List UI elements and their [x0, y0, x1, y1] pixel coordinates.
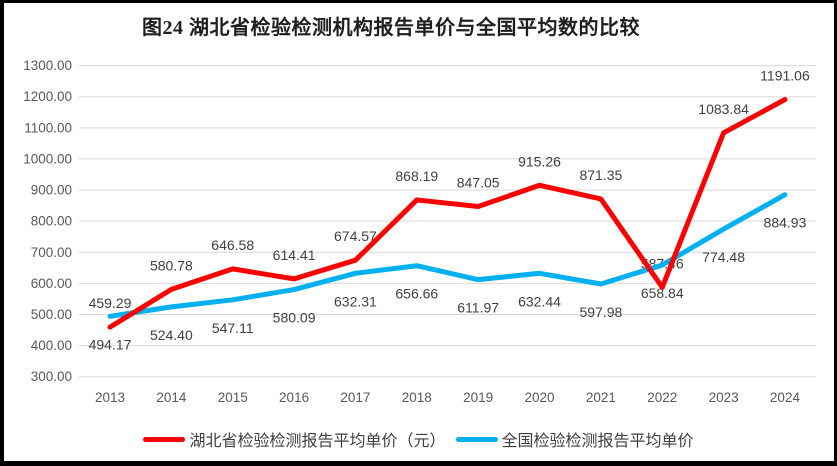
y-axis-tick-label: 800.00 — [31, 214, 72, 229]
legend-item-national: 全国检验检测报告平均单价 — [455, 427, 694, 451]
y-axis-tick-label: 600.00 — [31, 276, 72, 291]
series-line — [107, 96, 788, 330]
data-label: 632.44 — [518, 293, 561, 309]
data-label: 646.58 — [211, 237, 254, 253]
y-axis-tick-label: 1100.00 — [24, 120, 72, 135]
legend-swatch-hubei-line — [143, 436, 186, 442]
y-axis-tick-label: 300.00 — [31, 369, 72, 384]
y-axis-tick-label: 900.00 — [31, 183, 72, 198]
x-axis-tick-label: 2019 — [463, 390, 493, 405]
series-line — [107, 192, 788, 319]
data-label: 868.19 — [395, 168, 438, 184]
data-label: 915.26 — [518, 153, 561, 169]
data-label: 524.40 — [150, 327, 193, 343]
data-label: 656.66 — [395, 286, 438, 302]
x-axis-tick-label: 2022 — [647, 390, 677, 405]
x-axis-tick-label: 2013 — [95, 390, 125, 405]
legend-label-national: 全国检验检测报告平均单价 — [501, 433, 694, 450]
data-label: 1083.84 — [698, 101, 749, 117]
data-label: 459.29 — [89, 295, 132, 311]
x-axis-tick-label: 2016 — [279, 390, 309, 405]
chart-legend: 湖北省检验检测报告平均单价（元） 全国检验检测报告平均单价 — [0, 427, 837, 451]
data-label: 774.48 — [702, 249, 745, 265]
x-axis-tick-label: 2015 — [218, 390, 248, 405]
y-axis-tick-label: 700.00 — [31, 245, 72, 260]
data-label: 580.78 — [150, 257, 193, 273]
legend-item-hubei: 湖北省检验检测报告平均单价（元） — [143, 427, 446, 451]
data-label: 597.98 — [579, 304, 622, 320]
data-label: 614.41 — [273, 247, 316, 263]
data-label: 611.97 — [457, 300, 499, 316]
data-label: 871.35 — [579, 167, 622, 183]
data-label: 494.17 — [89, 336, 132, 352]
data-label: 674.57 — [334, 228, 377, 244]
y-axis-tick-label: 1300.00 — [23, 58, 72, 73]
data-label: 1191.06 — [760, 67, 810, 83]
data-label: 632.31 — [334, 293, 377, 309]
data-label: 847.05 — [457, 175, 500, 191]
x-axis-tick-label: 2021 — [586, 390, 616, 405]
x-axis-tick-label: 2014 — [156, 390, 187, 405]
x-axis-tick-label: 2018 — [402, 390, 432, 405]
x-axis-tick-label: 2023 — [709, 390, 739, 405]
legend-swatch-national-line — [455, 436, 498, 442]
x-axis-tick-label: 2024 — [770, 390, 801, 405]
x-axis-tick-label: 2020 — [524, 390, 554, 405]
data-label: 658.84 — [641, 285, 684, 301]
data-label: 547.11 — [212, 320, 254, 336]
y-axis-tick-label: 500.00 — [31, 307, 72, 322]
y-axis-tick-label: 400.00 — [31, 338, 72, 353]
chart-title: 图24 湖北省检验检测机构报告单价与全国平均数的比较 — [142, 17, 640, 39]
data-label: 580.09 — [273, 310, 316, 326]
legend-label-hubei: 湖北省检验检测报告平均单价（元） — [189, 433, 446, 450]
x-axis-tick-label: 2017 — [340, 390, 370, 405]
y-axis-tick-label: 1200.00 — [23, 89, 72, 104]
data-label: 884.93 — [764, 215, 807, 231]
y-axis-tick-label: 1000.00 — [23, 151, 72, 166]
